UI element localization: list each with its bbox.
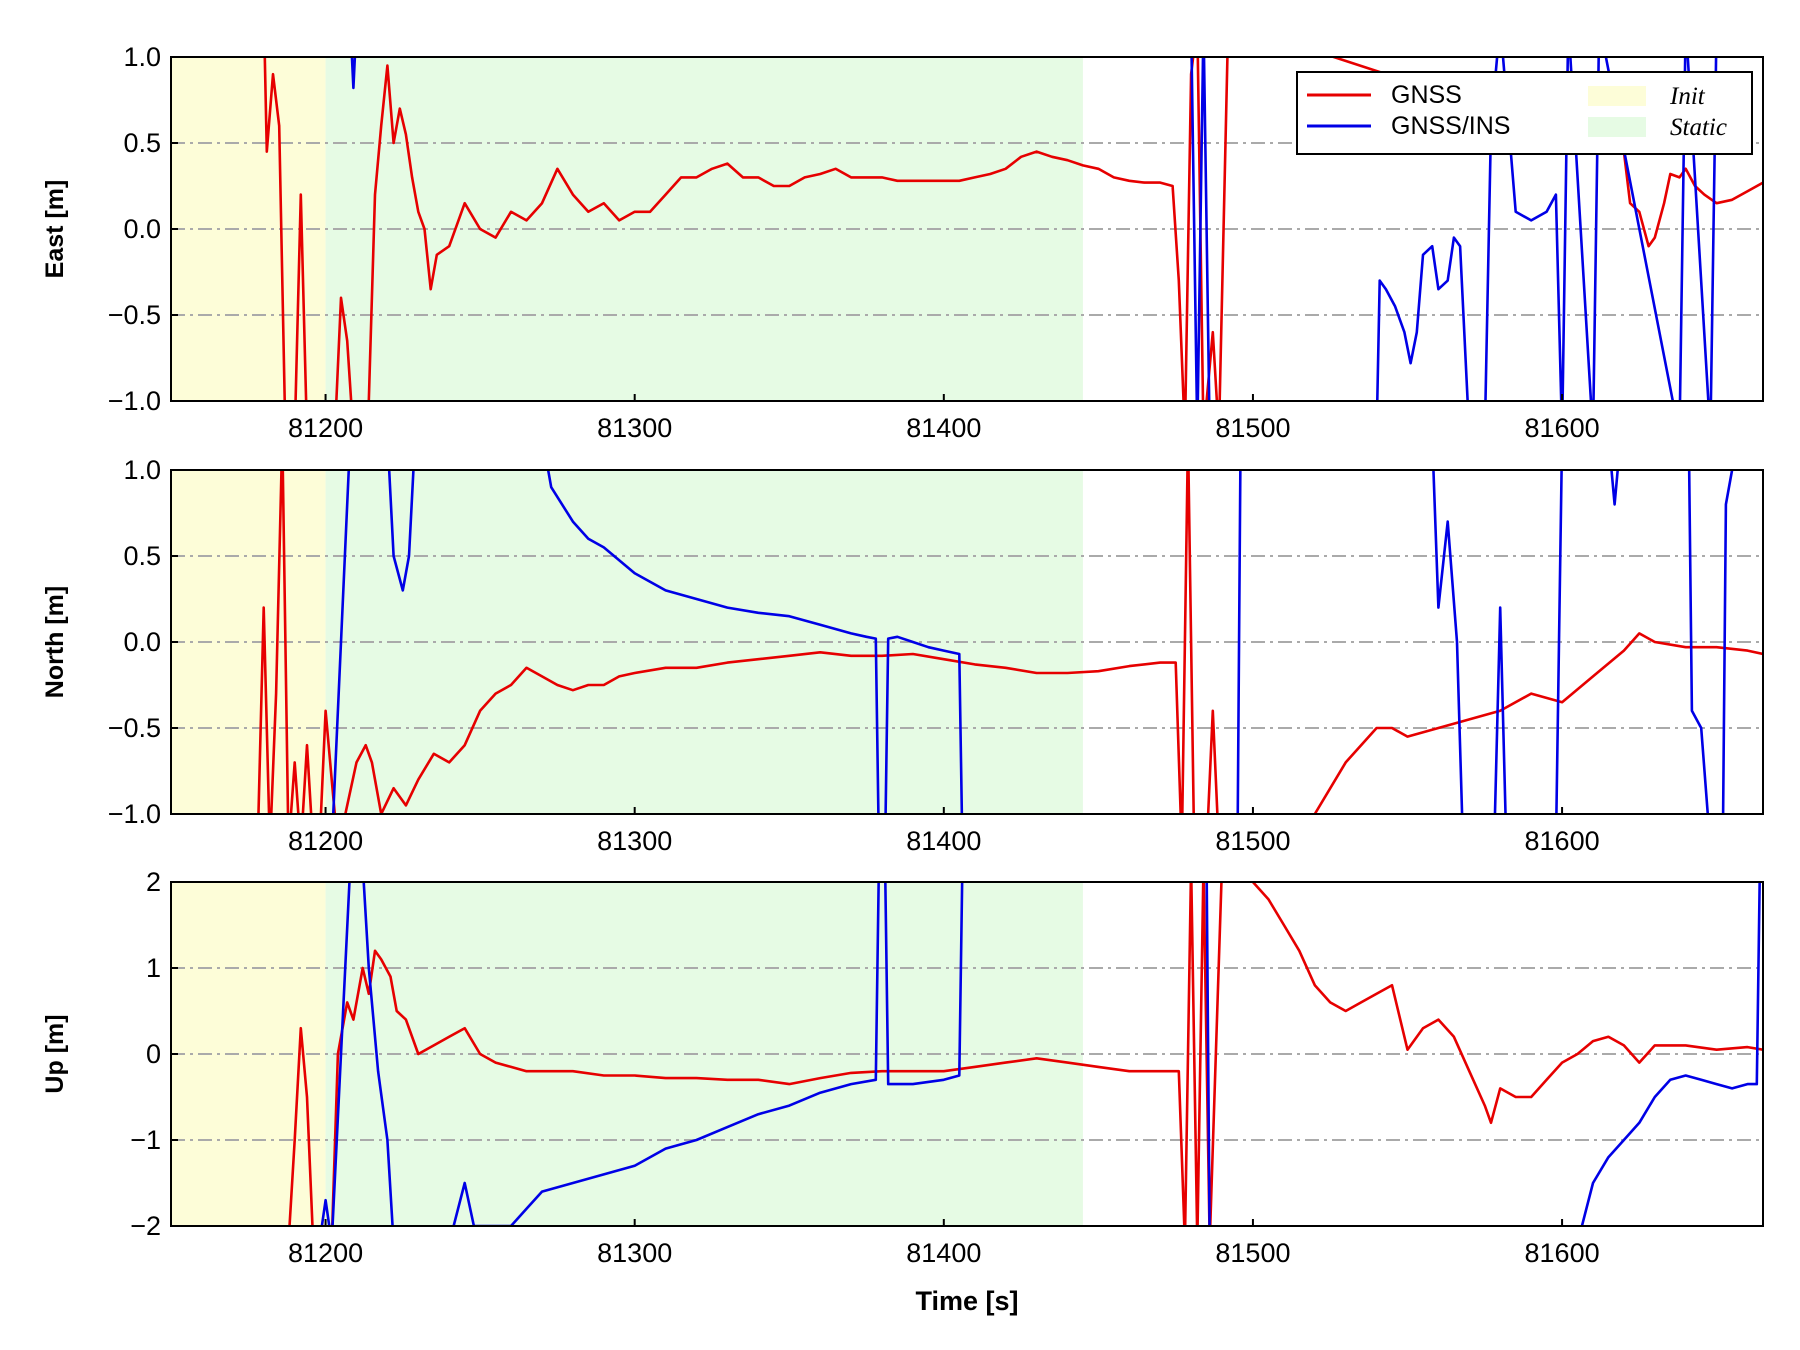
legend-patch-init xyxy=(1588,86,1646,106)
x-ticks: 81200 81300 81400 81500 81600 xyxy=(288,807,1600,856)
x-tick-label: 81300 xyxy=(597,1238,672,1268)
series-lines xyxy=(288,882,1763,1226)
y-tick-label: 1.0 xyxy=(123,42,161,72)
y-axis-label: East [m] xyxy=(41,180,69,279)
legend-label-gnss-ins: GNSS/INS xyxy=(1391,112,1510,140)
series-line-gnss xyxy=(257,470,1763,814)
grid-lines xyxy=(171,967,1763,1141)
y-tick-label: −1 xyxy=(130,1125,161,1155)
series-lines xyxy=(257,470,1763,814)
y-ticks: −1.0 −0.5 0.0 0.5 1.0 xyxy=(108,42,178,416)
x-ticks: 81200 81300 81400 81500 81600 xyxy=(288,1219,1600,1268)
up-panel: −2 −1 0 1 2 81200 81300 81400 81500 81600 Up [m] xyxy=(41,867,1764,1268)
north-panel: −1.0−0.50.00.51.0 81200 81300 81400 81500 81… xyxy=(41,455,1764,856)
y-axis-label: Up [m] xyxy=(41,1014,69,1093)
region-init xyxy=(171,470,326,814)
y-tick-label: 2 xyxy=(146,867,161,897)
series-line-gnss xyxy=(263,57,1763,401)
legend: GNSS GNSS/INS Init Static xyxy=(1296,71,1753,155)
x-tick-label: 81400 xyxy=(906,826,981,856)
series-line-gnss-ins xyxy=(325,470,1734,814)
y-tick-label: 0.5 xyxy=(123,128,161,158)
legend-box xyxy=(1296,71,1753,155)
x-tick-label: 81600 xyxy=(1525,1238,1600,1268)
y-tick-label: 0.0 xyxy=(123,214,161,244)
x-tick-label: 81500 xyxy=(1215,1238,1290,1268)
x-tick-label: 81600 xyxy=(1525,413,1600,443)
y-tick-label: 1 xyxy=(146,953,161,983)
y-tick-label: 0.0 xyxy=(123,627,161,657)
east-panel: −1.0−0.50.00.51.0 81200 81300 81400 81500 81… xyxy=(41,42,1764,443)
x-tick-label: 81500 xyxy=(1215,826,1290,856)
y-tick-label: 0.5 xyxy=(123,541,161,571)
x-tick-label: 81200 xyxy=(288,826,363,856)
y-tick-label: −1.0 xyxy=(108,386,161,416)
legend-label-gnss: GNSS xyxy=(1391,81,1462,109)
y-tick-label: −0.5 xyxy=(108,300,161,330)
x-axis-label: Time [s] xyxy=(915,1286,1018,1316)
x-tick-label: 81400 xyxy=(906,413,981,443)
legend-patch-static xyxy=(1588,117,1646,137)
y-axis-label: North [m] xyxy=(41,586,69,698)
y-tick-label: −1.0 xyxy=(108,799,161,829)
y-tick-label: 1.0 xyxy=(123,455,161,485)
y-tick-label: −0.5 xyxy=(108,713,161,743)
legend-label-init: Init xyxy=(1669,83,1706,110)
y-tick-label: 0 xyxy=(146,1039,161,1069)
y-ticks: −1.0 −0.5 0.0 0.5 1.0 xyxy=(108,455,178,829)
x-tick-label: 81200 xyxy=(288,1238,363,1268)
x-tick-label: 81200 xyxy=(288,413,363,443)
x-tick-label: 81300 xyxy=(597,826,672,856)
x-tick-label: 81300 xyxy=(597,413,672,443)
x-tick-label: 81400 xyxy=(906,1238,981,1268)
y-tick-label: −2 xyxy=(130,1211,161,1241)
x-ticks: 81200 81300 81400 81500 81600 xyxy=(288,394,1600,443)
series-line-gnss-ins xyxy=(320,882,1761,1226)
x-tick-label: 81600 xyxy=(1525,826,1600,856)
x-tick-label: 81500 xyxy=(1215,413,1290,443)
y-ticks: −2 −1 0 1 2 xyxy=(130,867,178,1241)
legend-label-static: Static xyxy=(1670,114,1727,141)
series-line-gnss xyxy=(288,882,1763,1226)
